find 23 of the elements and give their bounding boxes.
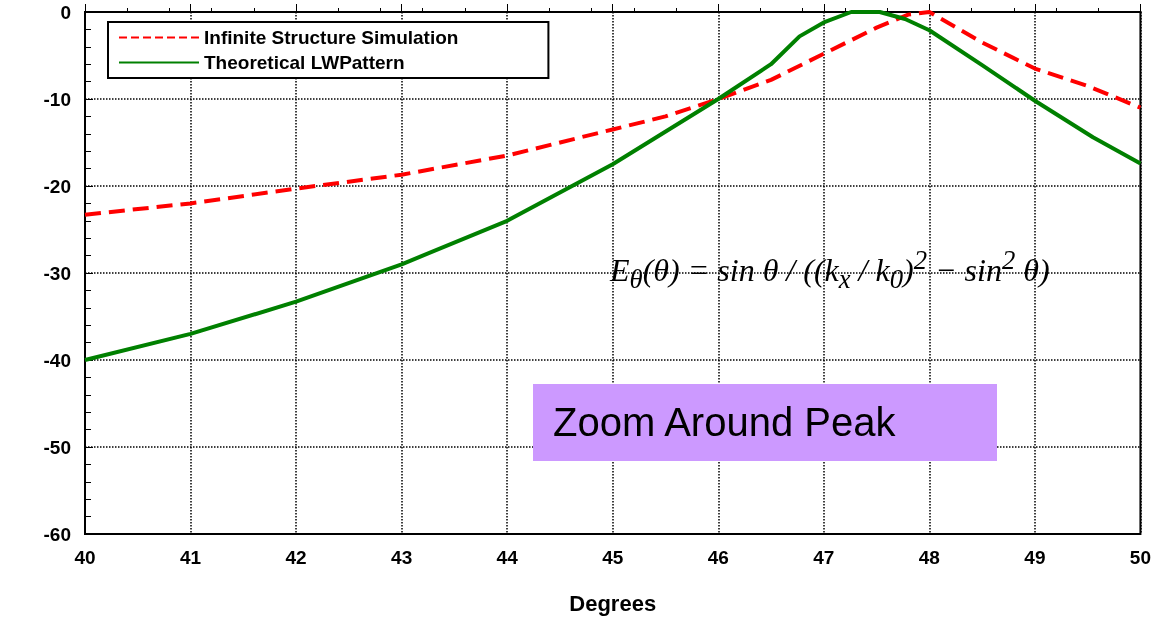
y-tick-label: -60 xyxy=(43,523,71,545)
text: E$_{θ}$(θ) = sin θ / ((k$_{x}$ / k$_{0}$)$^{2}$ − sin$^{2}$ θ) xyxy=(610,245,1050,295)
x-tick-label: 50 xyxy=(1129,547,1151,568)
x-tick-label: 41 xyxy=(179,547,202,568)
x-tick-label: 40 xyxy=(74,547,96,568)
x-tick-label: 42 xyxy=(285,547,307,568)
x-tick-label: 46 xyxy=(707,547,729,568)
legend-label: Theoretical LWPattern xyxy=(204,52,405,73)
x-tick-label: 48 xyxy=(918,547,940,568)
x-tick-label: 49 xyxy=(1024,547,1046,568)
y-tick-label: -40 xyxy=(43,349,71,371)
annotation: Zoom Around Peak xyxy=(533,384,997,461)
x-tick-label: 47 xyxy=(813,547,835,568)
x-tick-label: 45 xyxy=(602,547,624,568)
x-tick-label: 44 xyxy=(496,547,519,568)
x-tick-label: 43 xyxy=(391,547,413,568)
y-tick-label: 0 xyxy=(60,1,71,23)
y-tick-label: -20 xyxy=(43,175,71,197)
legend-label: Infinite Structure Simulation xyxy=(204,27,459,48)
y-tick-label: -50 xyxy=(43,436,71,458)
x-axis-title: Degrees xyxy=(569,590,657,616)
y-tick-label: -30 xyxy=(43,262,71,284)
y-tick-label: -10 xyxy=(43,88,71,110)
